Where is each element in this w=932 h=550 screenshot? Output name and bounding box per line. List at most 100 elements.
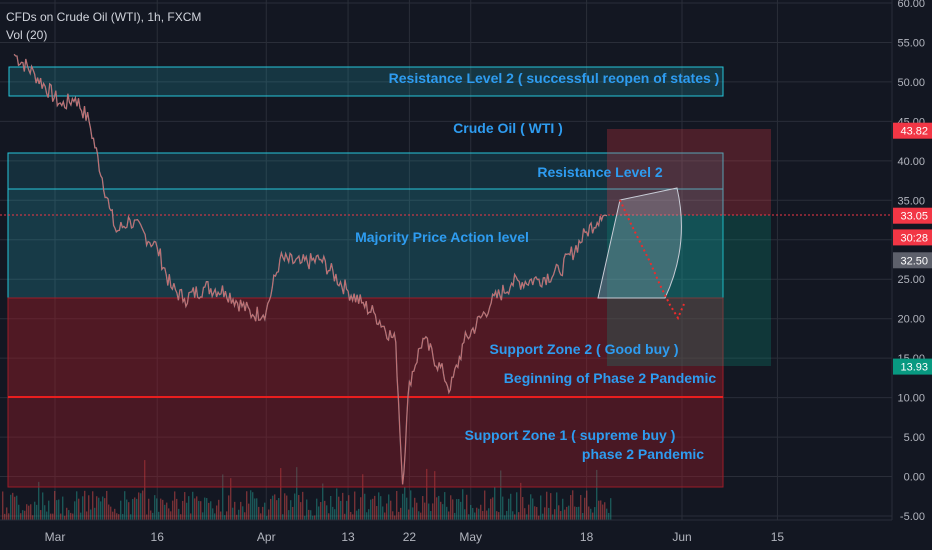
time-axis-bg xyxy=(0,520,932,550)
volume-bar xyxy=(156,498,158,520)
volume-bar xyxy=(502,496,504,520)
volume-bar xyxy=(58,499,60,520)
volume-bar xyxy=(484,490,486,520)
support-zone-2[interactable] xyxy=(7,297,724,398)
volume-bar xyxy=(266,515,268,520)
volume-bar xyxy=(598,500,600,520)
volume-bar xyxy=(348,495,350,520)
volume-indicator-label[interactable]: Vol (20) xyxy=(6,28,47,42)
volume-bar xyxy=(188,496,190,520)
volume-bar xyxy=(446,506,448,520)
price-tick-label: 35.00 xyxy=(897,195,925,207)
time-axis[interactable]: Mar 16 Apr 13 22 May 18 Jun 15 xyxy=(45,530,785,544)
volume-bar xyxy=(132,498,134,520)
volume-bar xyxy=(40,510,42,520)
volume-bar xyxy=(296,467,298,520)
volume-bar xyxy=(70,512,72,520)
volume-bar xyxy=(292,506,294,520)
volume-bar xyxy=(50,513,52,520)
volume-bar xyxy=(592,512,594,520)
volume-bar xyxy=(360,497,362,520)
volume-bar xyxy=(328,513,330,520)
resistance-zone-lower[interactable] xyxy=(7,152,724,190)
stop-loss-area[interactable] xyxy=(607,129,771,215)
volume-bar xyxy=(414,497,416,520)
volume-bar xyxy=(276,500,278,520)
price-badge-label: 13.93 xyxy=(900,362,928,374)
volume-bar xyxy=(56,500,58,520)
volume-bar xyxy=(316,498,318,520)
volume-bar xyxy=(342,492,344,520)
volume-bar xyxy=(600,500,602,520)
volume-bar xyxy=(566,506,568,520)
volume-bar xyxy=(406,497,408,520)
volume-bar xyxy=(474,512,476,520)
volume-bar xyxy=(228,495,230,520)
volume-bar xyxy=(546,491,548,520)
volume-bar xyxy=(116,513,118,520)
volume-bar xyxy=(186,502,188,520)
volume-bar xyxy=(574,506,576,520)
volume-bar xyxy=(268,509,270,520)
volume-bar xyxy=(142,490,144,520)
volume-bar xyxy=(606,508,608,520)
volume-bar xyxy=(402,493,404,520)
volume-bar xyxy=(478,508,480,520)
time-tick-label: Apr xyxy=(257,530,276,544)
volume-bar xyxy=(260,513,262,520)
volume-bar xyxy=(238,509,240,520)
volume-bar xyxy=(2,491,4,520)
price-badge-label: 32.50 xyxy=(900,255,928,267)
resistance-zone-upper[interactable] xyxy=(8,66,724,97)
volume-bar xyxy=(504,515,506,520)
volume-bar xyxy=(384,512,386,520)
volume-bar xyxy=(334,509,336,520)
volume-bar xyxy=(270,498,272,520)
price-badge-label: 33.05 xyxy=(900,211,928,223)
volume-bar xyxy=(358,508,360,520)
volume-bar xyxy=(454,512,456,520)
volume-bar xyxy=(62,496,64,520)
volume-bar xyxy=(230,478,232,520)
price-badge xyxy=(893,207,932,224)
volume-bar xyxy=(310,510,312,520)
volume-bar xyxy=(430,511,432,520)
volume-bar xyxy=(500,470,502,520)
volume-bar xyxy=(146,514,148,520)
volume-bar xyxy=(338,496,340,520)
volume-bar xyxy=(86,511,88,520)
volume-bar xyxy=(222,474,224,520)
volume-bar xyxy=(44,505,46,520)
volume-bar xyxy=(462,489,464,520)
symbol-title[interactable]: CFDs on Crude Oil (WTI), 1h, FXCM xyxy=(6,10,201,24)
volume-bar xyxy=(436,497,438,520)
volume-bar xyxy=(372,498,374,520)
majority-price-zone[interactable] xyxy=(7,188,724,299)
take-profit-area[interactable] xyxy=(607,215,771,366)
volume-bar xyxy=(476,507,478,520)
volume-bar xyxy=(114,508,116,520)
volume-bar xyxy=(536,506,538,520)
volume-bar xyxy=(448,511,450,520)
volume-bar xyxy=(120,500,122,520)
volume-bar xyxy=(20,513,22,520)
forecast-wedge[interactable] xyxy=(597,187,682,299)
volume-bar xyxy=(528,504,530,520)
volume-bar xyxy=(152,512,154,520)
volume-bar xyxy=(568,505,570,520)
volume-bar xyxy=(412,507,414,520)
volume-bar xyxy=(64,515,66,520)
volume-bar xyxy=(200,501,202,520)
volume-bar xyxy=(174,491,176,520)
volume-bar xyxy=(12,492,14,520)
volume-bar xyxy=(208,502,210,520)
volume-bar xyxy=(450,495,452,520)
volume-bar xyxy=(250,490,252,520)
label-resistance-lower: Resistance Level 2 xyxy=(537,164,663,180)
volume-bar xyxy=(378,492,380,520)
volume-bar xyxy=(418,511,420,520)
volume-bar xyxy=(106,490,108,520)
forecast-path[interactable] xyxy=(619,199,685,321)
support-zone-1[interactable] xyxy=(7,396,724,488)
